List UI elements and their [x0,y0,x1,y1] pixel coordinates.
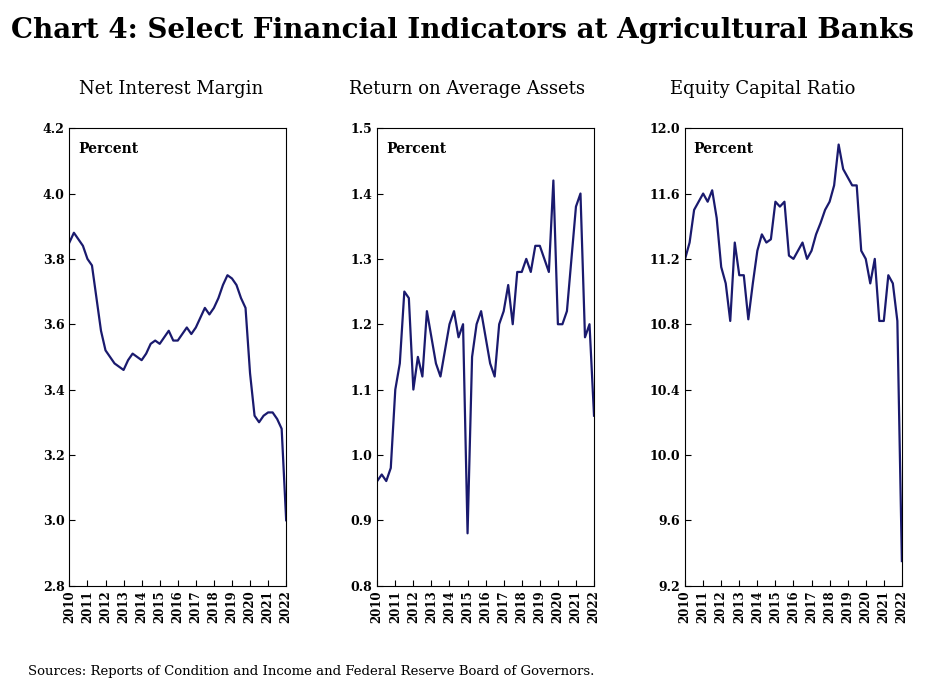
Text: Percent: Percent [78,142,138,156]
Text: Sources: Reports of Condition and Income and Federal Reserve Board of Governors.: Sources: Reports of Condition and Income… [28,665,594,678]
Text: Net Interest Margin: Net Interest Margin [79,80,264,98]
Text: Equity Capital Ratio: Equity Capital Ratio [671,80,856,98]
Text: Chart 4: Select Financial Indicators at Agricultural Banks: Chart 4: Select Financial Indicators at … [11,17,914,44]
Text: Percent: Percent [386,142,446,156]
Text: Percent: Percent [694,142,754,156]
Text: Return on Average Assets: Return on Average Assets [349,80,586,98]
